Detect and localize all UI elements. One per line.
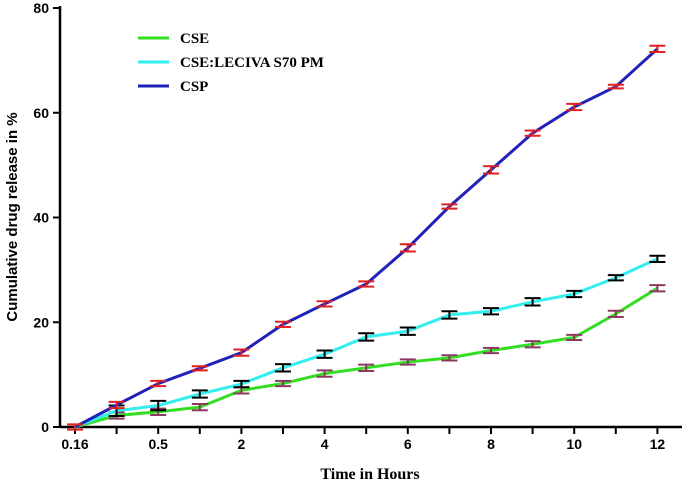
error-bar xyxy=(649,254,666,264)
series-line xyxy=(74,286,659,429)
error-bar xyxy=(316,349,333,359)
error-bar xyxy=(524,340,541,349)
error-bar xyxy=(233,348,250,357)
error-bar xyxy=(358,332,375,342)
error-bar xyxy=(108,400,125,410)
error-bar xyxy=(566,289,583,299)
error-bar xyxy=(191,365,208,372)
error-bar xyxy=(150,379,167,388)
error-bar xyxy=(67,423,83,431)
y-tick-label: 20 xyxy=(33,314,49,330)
legend-label: CSE:LECIVA S70 PM xyxy=(180,55,324,71)
x-tick-label: 4 xyxy=(321,436,329,452)
error-bar xyxy=(524,297,541,307)
error-bar xyxy=(275,363,291,373)
error-bar xyxy=(483,165,499,175)
error-bar xyxy=(649,44,666,53)
y-tick-label: 60 xyxy=(33,105,49,121)
x-axis-title: Time in Hours xyxy=(320,466,419,483)
series-layer xyxy=(67,44,666,431)
y-tick-label: 40 xyxy=(33,210,49,226)
error-bar xyxy=(649,284,666,293)
legend: CSE CSE:LECIVA S70 PM CSP xyxy=(138,31,324,95)
error-bar xyxy=(233,379,250,389)
error-bar xyxy=(191,402,208,412)
error-bar xyxy=(358,280,375,288)
error-bar xyxy=(524,129,541,137)
y-tick-group: 0 20 40 60 80 xyxy=(33,0,60,435)
error-bar xyxy=(483,307,499,316)
legend-label: CSP xyxy=(180,79,208,95)
error-bar xyxy=(275,379,291,388)
x-tick-group: 0.16 0.5 2 4 6 8 10 12 xyxy=(61,427,665,452)
series-cse-leciva-s70-pm xyxy=(74,254,666,429)
y-tick-label: 0 xyxy=(41,419,49,435)
error-bar xyxy=(607,83,624,90)
x-tick-label: 8 xyxy=(487,436,495,452)
error-bar xyxy=(358,363,375,372)
x-tick-label: 10 xyxy=(566,436,582,452)
error-bar xyxy=(566,333,583,342)
x-tick-label: 0.5 xyxy=(148,436,168,452)
error-bar xyxy=(566,102,583,112)
error-bar xyxy=(399,243,416,253)
error-bar xyxy=(399,358,416,366)
series-csp xyxy=(67,44,666,431)
error-bar xyxy=(441,310,458,320)
y-tick-label: 80 xyxy=(33,0,49,16)
x-tick-label: 6 xyxy=(404,436,412,452)
x-tick-label: 0.16 xyxy=(61,436,88,452)
error-bar xyxy=(441,203,458,210)
series-cse xyxy=(74,284,666,429)
error-bar xyxy=(607,274,624,282)
error-bar xyxy=(441,354,458,362)
x-tick-label: 12 xyxy=(650,436,666,452)
error-bar xyxy=(191,389,208,399)
error-bar xyxy=(607,309,624,319)
error-bar xyxy=(275,320,291,328)
error-bar xyxy=(399,326,416,336)
y-axis-title: Cumulative drug release in % xyxy=(4,112,21,321)
error-bar xyxy=(483,346,499,355)
x-tick-label: 2 xyxy=(238,436,246,452)
error-bar xyxy=(316,369,333,378)
error-bar xyxy=(150,399,167,412)
error-bar xyxy=(316,300,333,308)
legend-label: CSE xyxy=(180,31,209,47)
